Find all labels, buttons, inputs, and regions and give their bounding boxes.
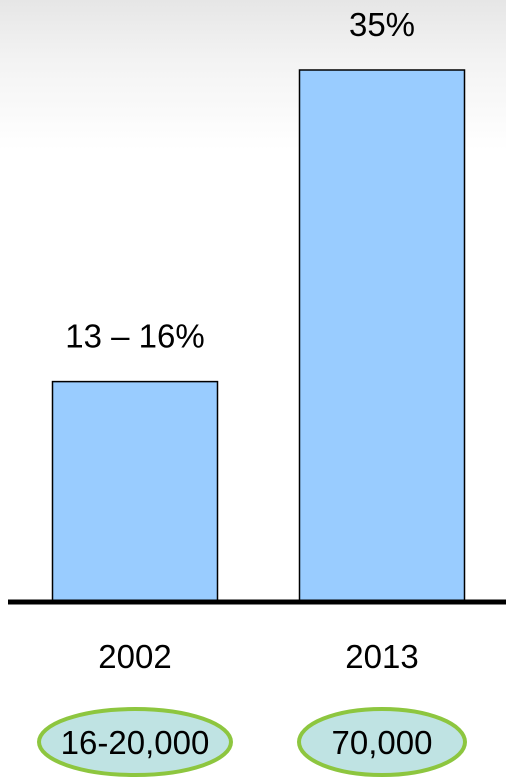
count-label-2013: 70,000 — [332, 724, 433, 761]
x-tick-label-2013: 2013 — [345, 638, 418, 675]
count-oval-2002 — [37, 707, 233, 777]
count-label-2002: 16-20,000 — [61, 724, 210, 761]
data-label-2002: 13 – 16% — [65, 318, 204, 355]
x-tick-label-2002: 2002 — [98, 638, 171, 675]
data-label-2013: 35% — [349, 6, 415, 43]
bar-2013 — [298, 69, 466, 603]
count-oval-2013 — [297, 707, 467, 777]
bar-2002 — [51, 380, 219, 603]
